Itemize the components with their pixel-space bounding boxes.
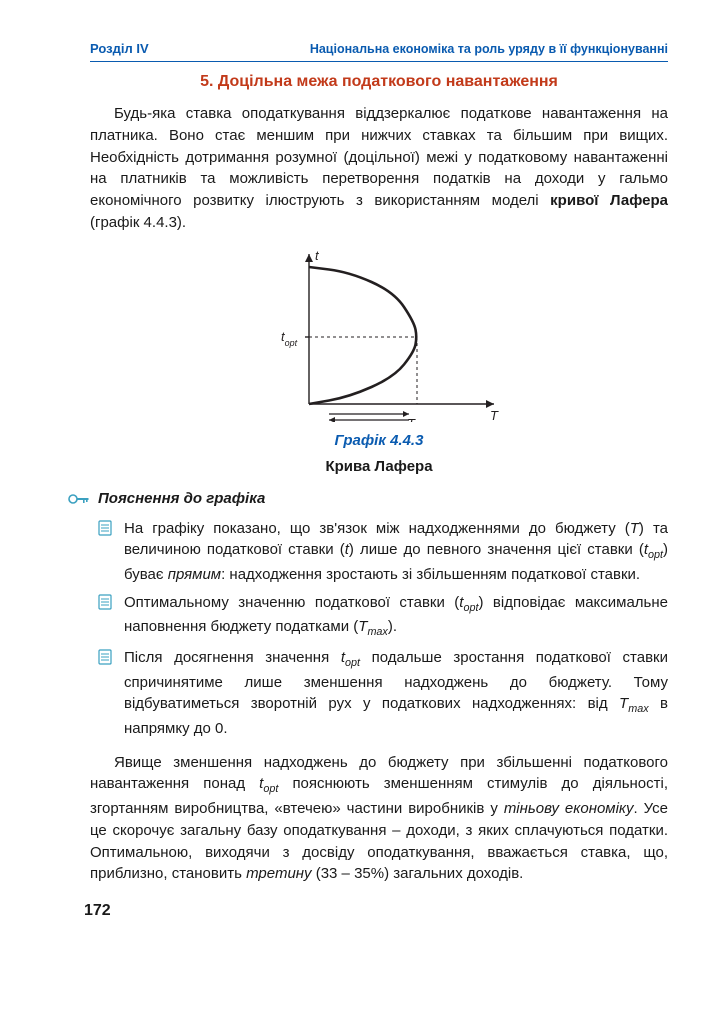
list-item: Оптимальному значенню податкової ставки … — [98, 592, 668, 641]
svg-text:Tmax: Tmax — [407, 416, 432, 422]
section-number: IV — [136, 41, 148, 56]
chart-caption: Графік 4.4.3 — [90, 430, 668, 452]
page-number: 172 — [84, 899, 668, 922]
svg-text:t: t — [315, 248, 320, 263]
page-icon — [98, 520, 114, 586]
svg-text:topt: topt — [281, 329, 298, 348]
list-item: Після досягнення значення topt подальше … — [98, 647, 668, 740]
intro-paragraph: Будь-яка ставка оподаткування віддзеркал… — [90, 103, 668, 234]
page-header: Розділ IV Національна економіка та роль … — [90, 40, 668, 62]
conclusion-paragraph: Явище зменшення надходжень до бюджету пр… — [90, 752, 668, 885]
bullet-text-2: Оптимальному значенню податкової ставки … — [124, 592, 668, 641]
svg-text:T: T — [490, 408, 499, 422]
chapter-title: Національна економіка та роль уряду в її… — [310, 40, 668, 59]
page-icon — [98, 649, 114, 740]
bullet-text-3: Після досягнення значення topt подальше … — [124, 647, 668, 740]
bullet-text-1: На графіку показано, що зв'язок між надх… — [124, 518, 668, 586]
intro-bold: кривої Лафера — [550, 192, 668, 209]
section-word: Розділ — [90, 41, 133, 56]
intro-tail: (графік 4.4.3). — [90, 214, 186, 231]
bullet-list: На графіку показано, що зв'язок між надх… — [98, 518, 668, 740]
chart-title: Крива Лафера — [90, 456, 668, 478]
explanation-heading: Пояснення до графіка — [68, 488, 668, 510]
key-icon — [68, 492, 90, 506]
page-subtitle: 5. Доцільна межа податкового навантаженн… — [90, 70, 668, 93]
laffer-chart-svg: t topt T Tmax — [249, 242, 509, 422]
page-icon — [98, 594, 114, 641]
section-label: Розділ IV — [90, 40, 149, 59]
explanation-label: Пояснення до графіка — [98, 488, 265, 510]
laffer-chart: t topt T Tmax Графік 4.4.3 Крива Лафера — [90, 242, 668, 478]
list-item: На графіку показано, що зв'язок між надх… — [98, 518, 668, 586]
